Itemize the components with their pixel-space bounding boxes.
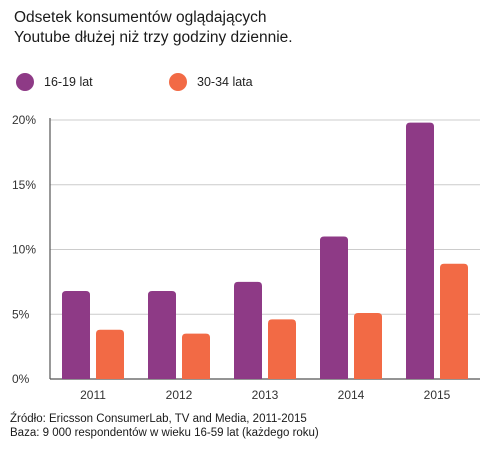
bar bbox=[234, 281, 262, 379]
legend-item-16-19: 16-19 lat bbox=[16, 72, 93, 92]
x-tick-label: 2012 bbox=[166, 388, 193, 402]
chart-title-line-2: Youtube dłużej niż trzy godziny dziennie… bbox=[14, 29, 293, 46]
y-tick-label: 5% bbox=[12, 307, 30, 321]
legend-item-30-34: 30-34 lata bbox=[169, 72, 253, 92]
legend-label-16-19: 16-19 lat bbox=[44, 75, 93, 89]
legend-swatch-30-34 bbox=[169, 73, 187, 91]
y-tick-label: 10% bbox=[12, 243, 36, 257]
source-note: Źródło: Ericsson ConsumerLab, TV and Med… bbox=[10, 413, 307, 425]
y-tick-label: 20% bbox=[12, 113, 36, 127]
chart-title: Odsetek konsumentów oglądających Youtube… bbox=[14, 8, 484, 48]
legend-swatch-16-19 bbox=[16, 73, 34, 91]
chart-legend: 16-19 lat 30-34 lata bbox=[16, 72, 476, 92]
x-tick-label: 2011 bbox=[80, 388, 106, 402]
x-tick-label: 2013 bbox=[252, 388, 279, 402]
x-tick-label: 2015 bbox=[424, 388, 451, 402]
chart-footer: Źródło: Ericsson ConsumerLab, TV and Med… bbox=[10, 412, 319, 440]
bar bbox=[320, 236, 348, 379]
bar bbox=[96, 329, 124, 379]
bar bbox=[182, 333, 210, 379]
bar bbox=[406, 122, 434, 379]
y-tick-label: 15% bbox=[12, 178, 36, 192]
base-note: Baza: 9 000 respondentów w wieku 16-59 l… bbox=[10, 427, 319, 439]
bar bbox=[440, 263, 468, 379]
bar bbox=[268, 319, 296, 379]
y-tick-label: 0% bbox=[12, 372, 30, 386]
x-tick-label: 2014 bbox=[338, 388, 365, 402]
bar bbox=[62, 290, 90, 379]
bar bbox=[148, 290, 176, 379]
bar bbox=[354, 312, 382, 379]
legend-label-30-34: 30-34 lata bbox=[197, 75, 253, 89]
chart-title-line-1: Odsetek konsumentów oglądających bbox=[14, 9, 267, 26]
